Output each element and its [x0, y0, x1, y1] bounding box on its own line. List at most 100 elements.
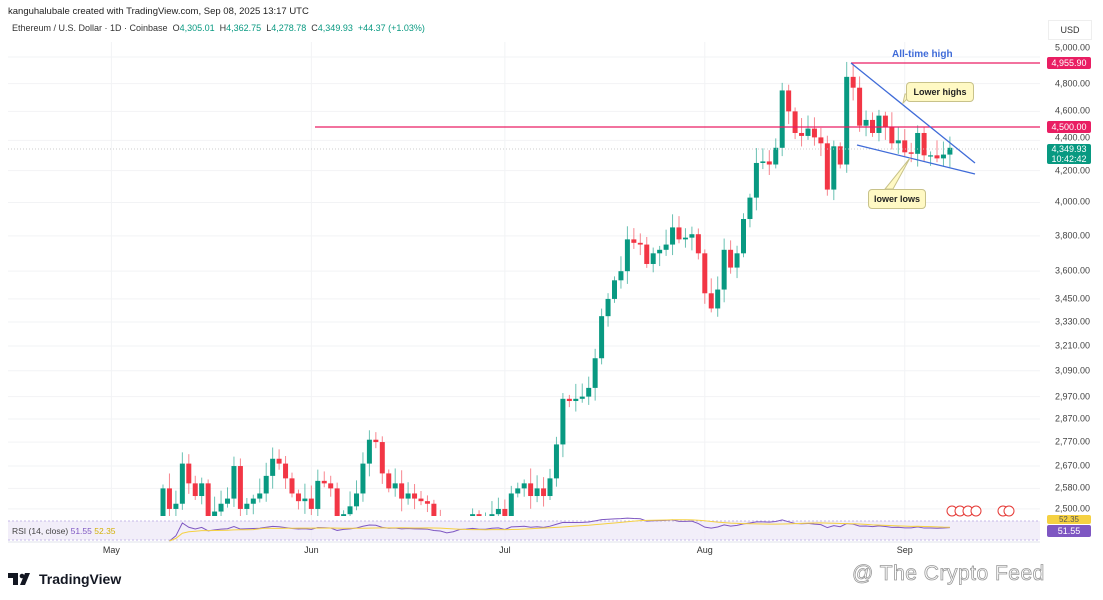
candle[interactable] — [753, 148, 759, 211]
candle[interactable] — [205, 479, 211, 534]
candle[interactable] — [605, 293, 611, 327]
candle[interactable] — [792, 107, 798, 140]
rsi-legend[interactable]: RSI (14, close) 51.55 52.35 — [12, 526, 116, 536]
candle[interactable] — [637, 233, 643, 256]
candle[interactable] — [495, 497, 501, 527]
candle[interactable] — [612, 276, 617, 303]
candle[interactable] — [438, 509, 443, 542]
candle[interactable] — [921, 127, 927, 162]
candle[interactable] — [566, 394, 572, 408]
candle[interactable] — [347, 491, 353, 524]
candle[interactable] — [231, 456, 237, 507]
candle[interactable] — [715, 276, 721, 317]
candle[interactable] — [283, 456, 289, 489]
candle[interactable] — [947, 136, 953, 168]
candle[interactable] — [263, 462, 269, 502]
candle[interactable] — [225, 487, 230, 508]
candle[interactable] — [179, 452, 185, 510]
candle[interactable] — [186, 454, 192, 494]
candle[interactable] — [360, 452, 366, 502]
candle[interactable] — [276, 449, 282, 470]
candle[interactable] — [250, 494, 256, 515]
candle[interactable] — [644, 236, 650, 268]
candle[interactable] — [315, 469, 321, 520]
candle[interactable] — [850, 63, 856, 101]
candle[interactable] — [657, 245, 663, 267]
candle[interactable] — [560, 393, 566, 458]
candle[interactable] — [741, 213, 746, 258]
candle[interactable] — [244, 497, 250, 516]
candle[interactable] — [541, 477, 547, 507]
candle[interactable] — [837, 142, 843, 169]
candle[interactable] — [476, 510, 482, 538]
candle[interactable] — [289, 472, 295, 498]
candle[interactable] — [508, 485, 514, 543]
us-flag-icon[interactable] — [970, 505, 982, 517]
candle[interactable] — [386, 469, 392, 493]
candle[interactable] — [811, 117, 817, 146]
candle[interactable] — [579, 383, 585, 403]
candle[interactable] — [489, 501, 495, 536]
candle[interactable] — [166, 473, 172, 517]
candle[interactable] — [728, 240, 734, 274]
candle[interactable] — [870, 112, 875, 137]
candle[interactable] — [528, 468, 534, 509]
candle[interactable] — [747, 193, 753, 228]
candle[interactable] — [321, 471, 327, 488]
candle[interactable] — [257, 478, 263, 503]
candle[interactable] — [895, 127, 901, 154]
candle[interactable] — [366, 430, 372, 477]
candle[interactable] — [483, 512, 488, 532]
candle[interactable] — [876, 109, 882, 142]
candle[interactable] — [295, 489, 301, 510]
candle[interactable] — [863, 110, 869, 137]
candle[interactable] — [624, 226, 630, 284]
candle[interactable] — [173, 490, 179, 522]
candle[interactable] — [534, 475, 540, 503]
candle[interactable] — [831, 140, 837, 201]
candle[interactable] — [844, 61, 850, 173]
candle[interactable] — [721, 238, 727, 303]
candle[interactable] — [547, 468, 553, 500]
tradingview-logo[interactable]: TradingView — [8, 571, 121, 587]
candle[interactable] — [592, 348, 598, 401]
candle[interactable] — [237, 458, 243, 521]
candle[interactable] — [199, 477, 205, 505]
candle[interactable] — [502, 499, 508, 538]
candle[interactable] — [373, 432, 379, 449]
candle[interactable] — [160, 484, 166, 553]
candle[interactable] — [334, 482, 340, 543]
candle[interactable] — [399, 470, 405, 512]
candle[interactable] — [405, 482, 411, 505]
candle[interactable] — [521, 479, 527, 497]
candle[interactable] — [618, 256, 624, 289]
candle[interactable] — [212, 496, 218, 529]
candle[interactable] — [470, 508, 476, 530]
candle[interactable] — [695, 228, 701, 260]
candle[interactable] — [818, 127, 824, 157]
candle[interactable] — [599, 308, 605, 365]
candle[interactable] — [799, 118, 805, 147]
candle[interactable] — [341, 510, 347, 536]
candle[interactable] — [354, 480, 359, 511]
candle[interactable] — [708, 278, 714, 313]
candle[interactable] — [270, 447, 276, 489]
candle[interactable] — [218, 490, 224, 522]
candle[interactable] — [702, 249, 708, 304]
candle[interactable] — [392, 468, 398, 497]
candle[interactable] — [418, 490, 424, 506]
candle[interactable] — [889, 112, 895, 150]
candle[interactable] — [766, 150, 772, 176]
candle[interactable] — [934, 140, 940, 163]
candle[interactable] — [940, 141, 946, 167]
candle[interactable] — [773, 138, 779, 169]
candle[interactable] — [670, 214, 676, 256]
candle[interactable] — [553, 436, 559, 487]
candle[interactable] — [760, 148, 766, 170]
candle[interactable] — [412, 484, 418, 510]
candle[interactable] — [586, 376, 592, 405]
candle[interactable] — [663, 229, 669, 256]
candle[interactable] — [779, 82, 785, 157]
candle[interactable] — [192, 475, 198, 500]
us-flag-icon[interactable] — [1003, 505, 1015, 517]
